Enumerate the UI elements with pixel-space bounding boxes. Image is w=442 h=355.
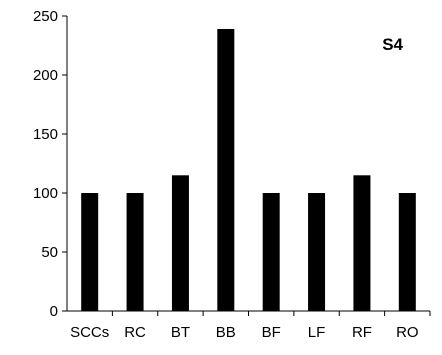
- bar-bb: [217, 28, 235, 311]
- y-axis: 0 50 100 150 200 250: [33, 8, 68, 320]
- chart-title: S4: [382, 35, 403, 54]
- y-tick-label: 150: [33, 126, 58, 143]
- x-category-label: LF: [308, 324, 326, 341]
- bar-sccs: [81, 193, 99, 311]
- x-category-label: RO: [396, 324, 419, 341]
- bar-bt: [171, 175, 189, 311]
- x-category-label: BF: [262, 324, 281, 341]
- bar-rc: [126, 193, 144, 311]
- y-tick-label: 50: [41, 244, 58, 261]
- x-category-label: SCCs: [70, 324, 109, 341]
- bars: [81, 28, 416, 311]
- bar-rf: [353, 175, 371, 311]
- y-tick-label: 250: [33, 8, 58, 25]
- x-category-label: RF: [352, 324, 372, 341]
- x-category-label: BT: [171, 324, 190, 341]
- y-tick-label: 100: [33, 185, 58, 202]
- x-axis: SCCs RC BT BB BF LF RF RO: [67, 310, 431, 341]
- bar-bf: [262, 193, 280, 311]
- y-tick-label: 0: [50, 303, 58, 320]
- x-category-label: RC: [124, 324, 146, 341]
- bar-lf: [308, 193, 326, 311]
- bar-ro: [398, 193, 416, 311]
- x-category-label: BB: [216, 324, 236, 341]
- y-tick-label: 200: [33, 67, 58, 84]
